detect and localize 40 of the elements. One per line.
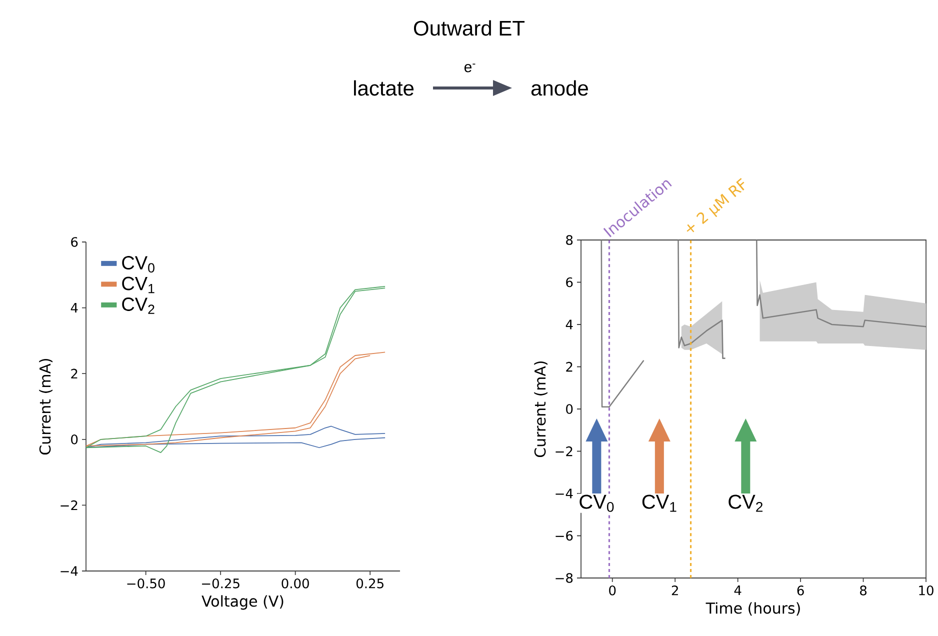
x-tick-label: 0.25 <box>356 578 384 588</box>
annotation: CV$_{0}$ <box>580 494 614 512</box>
x-axis-title: Time (hours) <box>706 602 800 616</box>
y-tick-label: 0 <box>71 434 78 444</box>
text: anode <box>531 80 588 96</box>
y-tick-label: 6 <box>71 237 78 247</box>
text: e$^{-}$ <box>464 64 476 72</box>
y-tick-label: 6 <box>566 277 573 288</box>
y-tick-label: 2 <box>71 368 78 378</box>
y-tick-label: −4 <box>60 566 78 576</box>
x-tick-label: −0.25 <box>202 578 240 588</box>
y-tick-label: −2 <box>556 446 572 456</box>
x-axis-title: Voltage (V) <box>202 595 284 610</box>
x-tick-label: 4 <box>734 586 742 595</box>
legend-label: CV$_{1}$ <box>122 276 154 294</box>
text: lactate <box>354 80 414 96</box>
x-tick-label: 0 <box>609 586 616 596</box>
x-tick-label: 2 <box>672 586 678 596</box>
annotation: CV$_{2}$ <box>728 494 762 512</box>
y-axis-title: Current (mA) <box>534 361 548 457</box>
text: Outward ET <box>414 20 525 36</box>
x-tick-label: 0.00 <box>282 578 309 588</box>
y-tick-label: −2 <box>60 500 78 510</box>
y-tick-label: 4 <box>70 303 78 313</box>
y-tick-label: 2 <box>566 362 572 372</box>
legend-label: CV$_{0}$ <box>122 256 154 273</box>
x-tick-label: −0.50 <box>127 578 165 588</box>
y-tick-label: 8 <box>566 235 573 245</box>
y-tick-label: −8 <box>556 573 573 583</box>
y-tick-label: −6 <box>556 530 573 541</box>
x-tick-label: 8 <box>860 586 867 596</box>
legend-label: CV$_{2}$ <box>122 298 154 314</box>
x-tick-label: 6 <box>797 586 804 596</box>
annotation: CV$_{1}$ <box>642 494 676 512</box>
y-axis-title: Current (mA) <box>39 358 52 454</box>
x-tick-label: 10 <box>919 586 934 596</box>
ref-line-label: + 2 µM RF <box>686 178 744 232</box>
y-tick-label: 4 <box>566 320 573 330</box>
y-tick-label: −4 <box>556 488 573 498</box>
y-tick-label: 0 <box>566 404 573 414</box>
